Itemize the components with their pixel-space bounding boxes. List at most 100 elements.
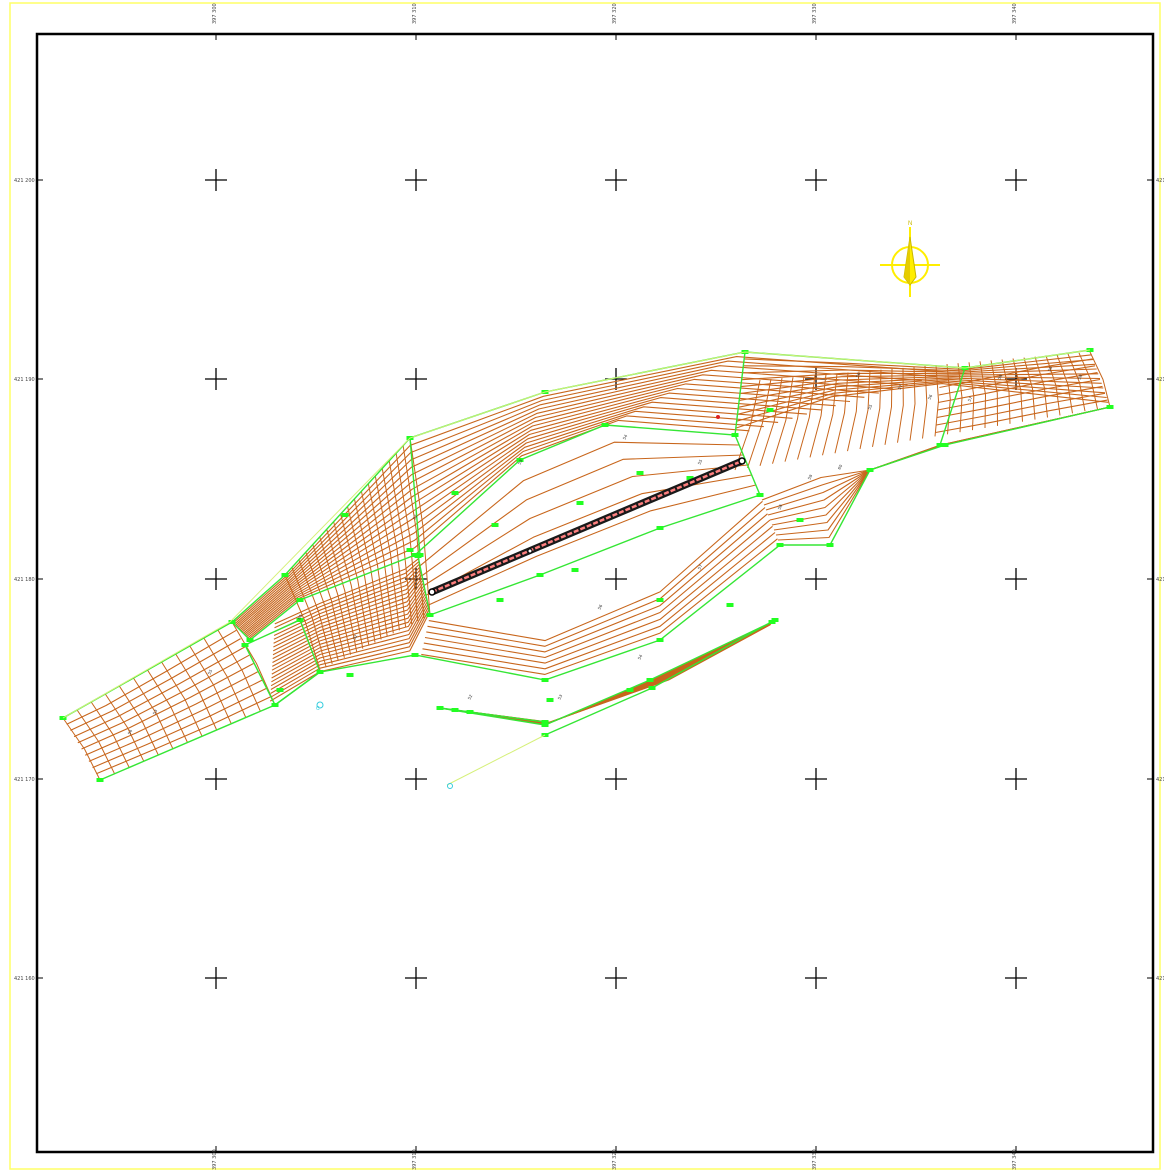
north-arrow-icon: N bbox=[880, 221, 940, 297]
contour-line bbox=[333, 521, 364, 649]
breakline bbox=[409, 437, 421, 556]
survey-point bbox=[426, 613, 434, 617]
contour-line bbox=[360, 491, 388, 637]
y-tick-label: 421 190 bbox=[1156, 377, 1164, 383]
contour-line bbox=[388, 460, 413, 625]
contour-line bbox=[242, 397, 822, 634]
contour-line bbox=[936, 392, 1106, 426]
contour-line bbox=[734, 379, 761, 471]
survey-point bbox=[576, 501, 584, 505]
contour-line bbox=[104, 693, 145, 762]
contour-label: 59 bbox=[807, 473, 814, 480]
contour-line bbox=[237, 374, 894, 629]
contour-label: 53 bbox=[152, 708, 159, 715]
contour-line bbox=[934, 365, 939, 437]
y-tick-label: 421 180 bbox=[14, 577, 35, 583]
contour-label: 57 bbox=[897, 383, 904, 390]
x-tick-label: 397 320 bbox=[612, 3, 618, 24]
x-tick-label: 397 330 bbox=[812, 1149, 818, 1170]
contour-line bbox=[737, 380, 1106, 415]
contour-line bbox=[84, 671, 259, 756]
contour-label: 57 bbox=[697, 563, 704, 570]
contour-line bbox=[88, 679, 263, 762]
contour-label: 58 bbox=[1077, 373, 1084, 380]
contour-line bbox=[1023, 357, 1036, 420]
contour-label: 57 bbox=[967, 395, 974, 402]
survey-point bbox=[241, 643, 249, 647]
survey-point bbox=[771, 618, 779, 622]
contour-line bbox=[747, 379, 772, 469]
contour-line bbox=[270, 606, 429, 694]
contour-line bbox=[233, 360, 937, 625]
survey-point bbox=[546, 698, 554, 702]
x-tick-label: 397 310 bbox=[412, 1149, 418, 1170]
contour-line bbox=[238, 378, 879, 630]
contour-line bbox=[92, 687, 267, 769]
contour-label: 54 bbox=[622, 433, 629, 440]
contour-line bbox=[367, 483, 394, 634]
right-tick-labels: 421 200 421 190 421 180 421 170 421 160 bbox=[1156, 178, 1164, 982]
contour-line bbox=[175, 653, 218, 731]
contour-line bbox=[736, 381, 1107, 422]
north-label: N bbox=[908, 221, 912, 227]
contour-line bbox=[1045, 355, 1061, 416]
contour-line bbox=[428, 500, 763, 642]
contour-label: 59 bbox=[1047, 365, 1054, 372]
circle-marker-label: C bbox=[316, 706, 320, 712]
survey-point bbox=[766, 408, 774, 412]
survey-point bbox=[726, 603, 734, 607]
contour-line bbox=[784, 376, 805, 462]
contour-line bbox=[421, 454, 744, 577]
survey-point bbox=[296, 598, 304, 602]
contour-line bbox=[423, 464, 748, 586]
contour-line bbox=[241, 392, 836, 633]
survey-point bbox=[571, 568, 579, 572]
contour-line bbox=[284, 574, 321, 671]
survey-point bbox=[436, 706, 444, 710]
contour-line bbox=[426, 513, 768, 653]
left-tick-labels: 421 200 421 190 421 180 421 170 421 160 bbox=[14, 178, 35, 982]
survey-point bbox=[648, 686, 656, 690]
contour-label: 56 bbox=[855, 371, 862, 378]
contour-line bbox=[937, 372, 1098, 404]
contour-line bbox=[70, 638, 241, 731]
y-tick-label: 421 200 bbox=[1156, 178, 1164, 184]
contour-line bbox=[77, 654, 250, 744]
survey-point bbox=[466, 710, 474, 714]
sheet-border bbox=[9, 2, 1161, 1170]
contour-line bbox=[809, 374, 827, 458]
survey-point bbox=[451, 708, 459, 712]
contour-line bbox=[374, 476, 400, 631]
survey-point bbox=[296, 618, 304, 622]
contour-line bbox=[1034, 356, 1048, 418]
contour-line bbox=[922, 365, 928, 439]
contour-label: 56 bbox=[597, 603, 604, 610]
contour-line bbox=[743, 358, 1094, 372]
contour-line bbox=[739, 377, 1102, 401]
breakline bbox=[734, 351, 746, 436]
contour-label: 53 bbox=[517, 458, 524, 465]
contour-line bbox=[1001, 359, 1011, 424]
survey-point bbox=[796, 518, 804, 522]
contour-line bbox=[270, 601, 428, 687]
y-tick-label: 421 200 bbox=[14, 178, 35, 184]
survey-point bbox=[686, 476, 694, 480]
survey-point bbox=[731, 433, 739, 437]
contour-label: 58 bbox=[997, 373, 1004, 380]
contour-line bbox=[269, 612, 430, 702]
contour-line bbox=[340, 513, 370, 646]
contour-line bbox=[422, 532, 776, 670]
centerline-feature bbox=[428, 457, 746, 596]
contour-label: 53 bbox=[557, 693, 564, 700]
survey-point bbox=[636, 471, 644, 475]
survey-point bbox=[541, 720, 549, 724]
contour-line bbox=[1089, 351, 1111, 408]
contour-line bbox=[847, 371, 860, 452]
x-tick-label: 397 340 bbox=[1012, 1149, 1018, 1170]
contour-label: 56 bbox=[927, 393, 934, 400]
contour-label: 55 bbox=[207, 668, 214, 675]
contour-line bbox=[66, 629, 237, 725]
red-point bbox=[716, 415, 720, 419]
contour-line bbox=[270, 609, 430, 698]
